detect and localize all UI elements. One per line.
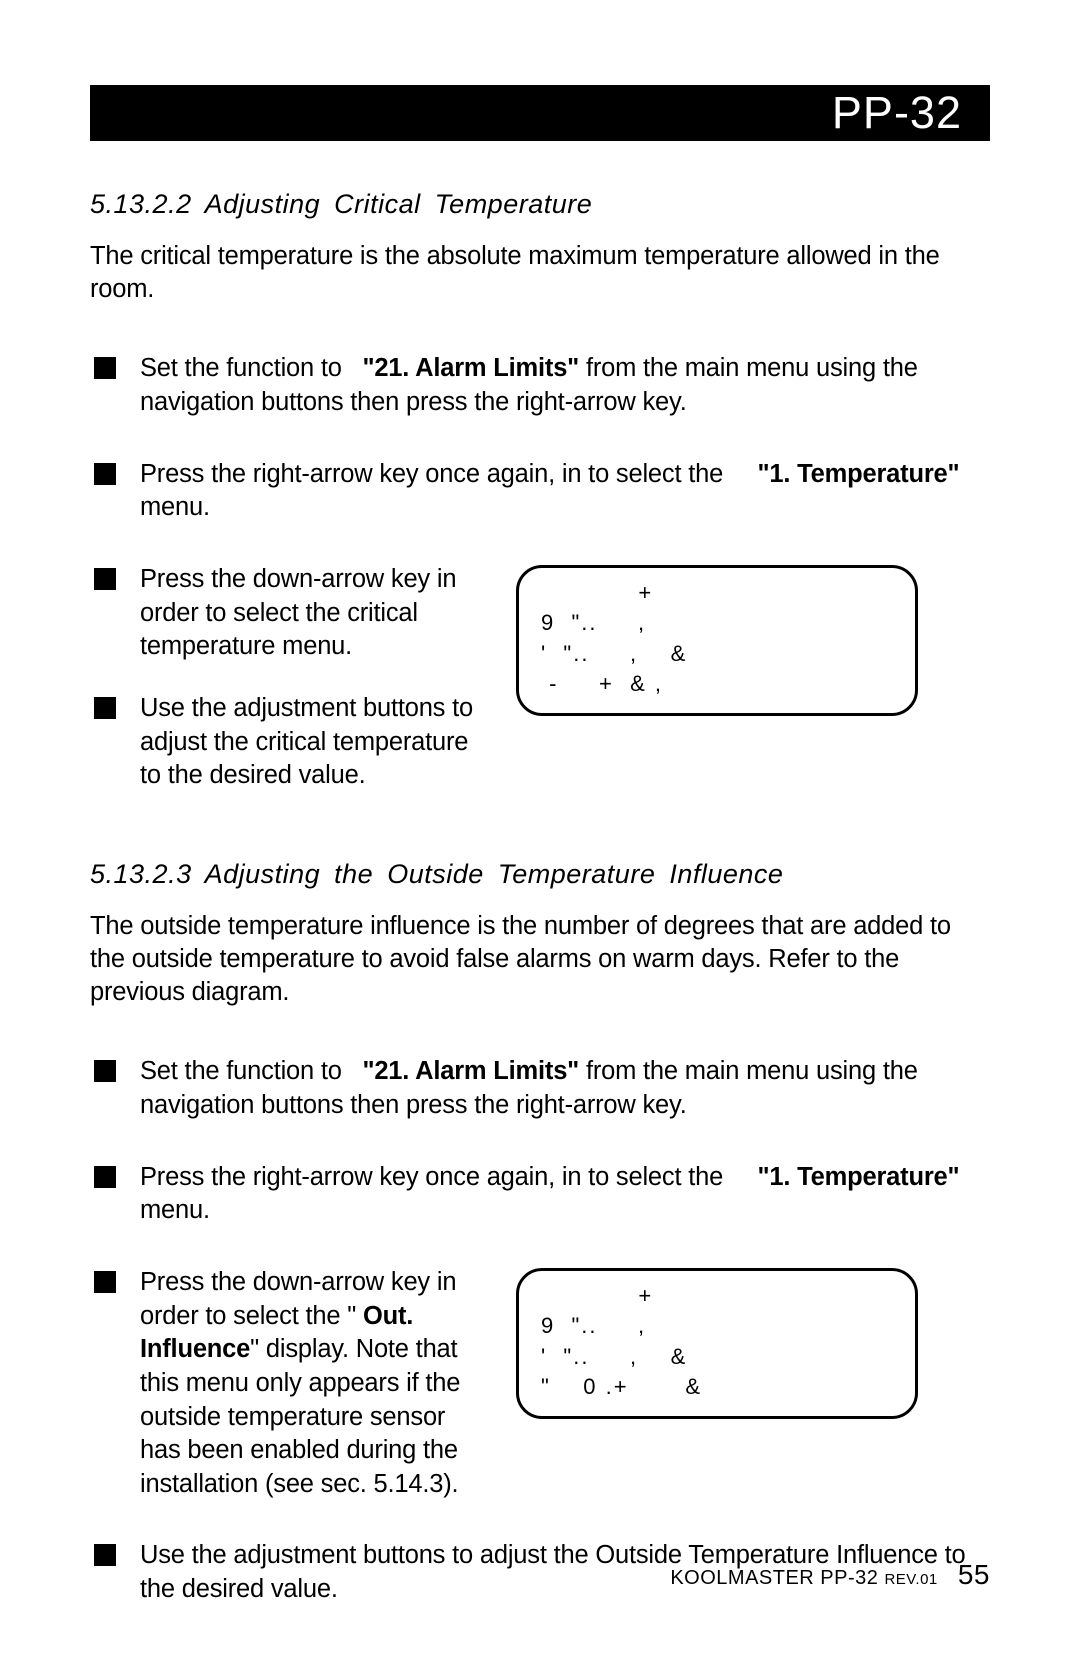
section-heading: 5.13.2.2 Adjusting Critical Temperature	[90, 189, 990, 220]
page-number: 55	[958, 1559, 990, 1590]
header-bar: PP-32	[90, 85, 990, 141]
footer-product: KOOLMASTER PP-32	[670, 1567, 878, 1589]
lcd-display: + 9 ".. , ' ".. , & - + & ,	[516, 565, 918, 716]
footer-rev: REV.01	[884, 1571, 937, 1588]
square-bullet-icon	[94, 1271, 116, 1293]
text-run: Set the function to	[140, 1057, 349, 1085]
bold-run: "1. Tempera­ture"	[758, 460, 960, 488]
text-run: menu.	[140, 1196, 210, 1224]
section-outside-influence: 5.13.2.3 Adjusting the Outside Temperatu…	[90, 859, 990, 1607]
square-bullet-icon	[94, 568, 116, 590]
text-run: Press the right-arrow key once again, in…	[140, 1163, 730, 1191]
bold-run: "21. Alarm Limits"	[362, 354, 579, 382]
text-with-lcd: Press the down-arrow key in order to sel…	[90, 563, 990, 821]
text-run: Press the right-arrow key once again, in…	[140, 460, 730, 488]
section-heading: 5.13.2.3 Adjusting the Outside Temperatu…	[90, 859, 990, 890]
square-bullet-icon	[94, 1544, 116, 1566]
bullet-text: Press the down-arrow key in order to sel…	[140, 563, 490, 664]
bullet-column: Press the down-arrow key in order to sel…	[90, 1266, 490, 1502]
square-bullet-icon	[94, 357, 116, 379]
bullet-text: Set the function to "21. Alarm Limits" f…	[140, 352, 990, 419]
lcd-display: + 9 ".. , ' ".. , & " 0 .+ &	[516, 1268, 918, 1419]
bullet-item: Set the function to "21. Alarm Limits" f…	[90, 352, 990, 419]
page-footer: KOOLMASTER PP-32 REV.01 55	[670, 1559, 990, 1591]
model-label: PP-32	[832, 87, 962, 139]
square-bullet-icon	[94, 1166, 116, 1188]
bullet-item: Press the down-arrow key in order to sel…	[90, 563, 490, 664]
square-bullet-icon	[94, 1060, 116, 1082]
square-bullet-icon	[94, 697, 116, 719]
bullet-item: Use the adjustment buttons to adjust the…	[90, 692, 490, 793]
bullet-column: Press the down-arrow key in order to sel…	[90, 563, 490, 821]
bullet-item: Press the right-arrow key once again, in…	[90, 458, 990, 525]
intro-paragraph: The outside temperature influence is the…	[90, 910, 990, 1009]
bullet-item: Press the right-arrow key once again, in…	[90, 1161, 990, 1228]
bold-run: "1. Tempera­ture"	[758, 1163, 960, 1191]
bullet-text: Press the right-arrow key once again, in…	[140, 458, 990, 525]
text-run: Set the function to	[140, 354, 349, 382]
bullet-text: Use the adjustment buttons to adjust the…	[140, 692, 490, 793]
bullet-text: Press the down-arrow key in order to sel…	[140, 1266, 490, 1502]
bullet-item: Press the down-arrow key in order to sel…	[90, 1266, 490, 1502]
intro-paragraph: The critical temperature is the absolute…	[90, 240, 990, 306]
text-with-lcd: Press the down-arrow key in order to sel…	[90, 1266, 990, 1502]
bullet-text: Set the function to "21. Alarm Limits" f…	[140, 1055, 990, 1122]
bullet-text: Press the right-arrow key once again, in…	[140, 1161, 990, 1228]
text-run: menu.	[140, 493, 210, 521]
section-critical-temp: 5.13.2.2 Adjusting Critical Temperature …	[90, 189, 990, 821]
bold-run: "21. Alarm Limits"	[362, 1057, 579, 1085]
bullet-item: Set the function to "21. Alarm Limits" f…	[90, 1055, 990, 1122]
square-bullet-icon	[94, 463, 116, 485]
manual-page: PP-32 5.13.2.2 Adjusting Critical Temper…	[0, 0, 1080, 1669]
